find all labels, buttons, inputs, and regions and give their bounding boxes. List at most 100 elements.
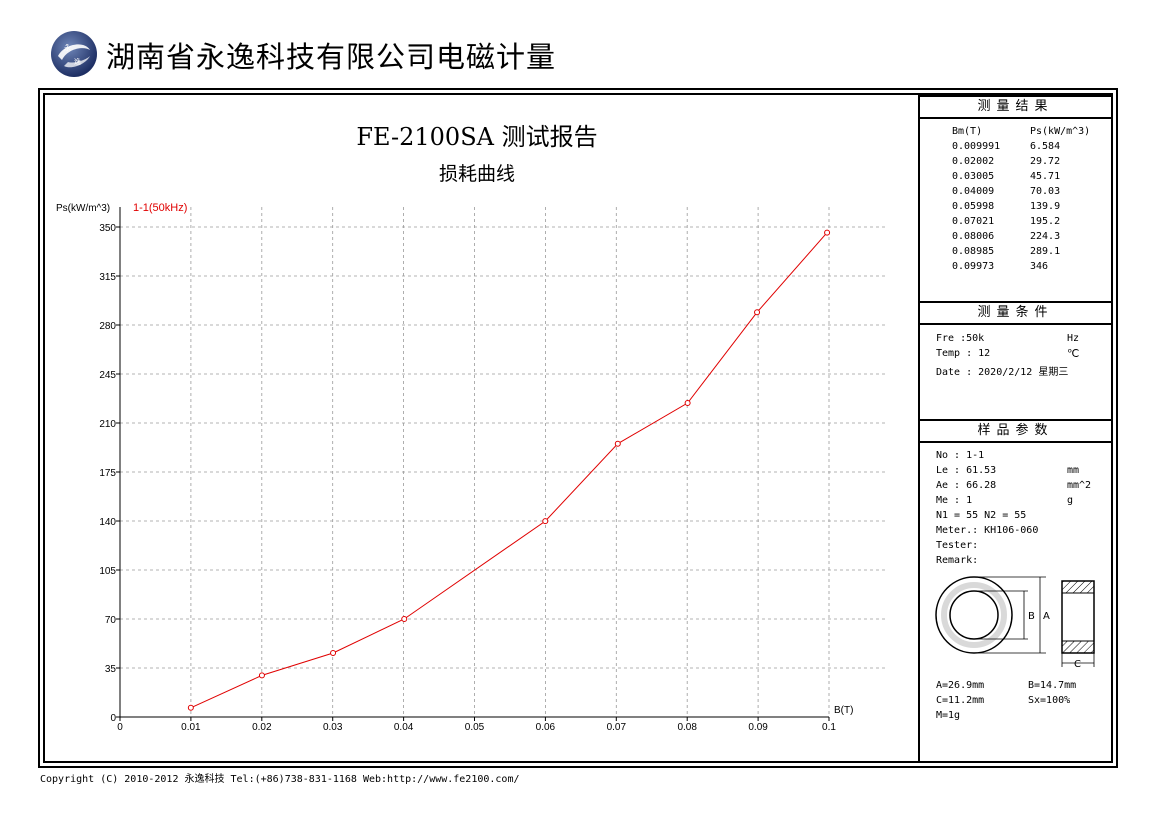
results-b-value: 0.04009 bbox=[952, 186, 995, 197]
data-point bbox=[187, 704, 194, 711]
info-panel: 测量结果 Bm(T) Ps(kW/m^3) 0.009991 6.584 0.020… bbox=[918, 95, 1111, 761]
y-axis-label: Ps(kW/m^3) bbox=[56, 203, 110, 214]
data-point bbox=[684, 399, 691, 406]
results-b-value: 0.009991 bbox=[952, 141, 1001, 152]
chart-subtitle: 损耗曲线 bbox=[439, 163, 515, 185]
results-p-value: 139.9 bbox=[1030, 201, 1061, 212]
dimension-a: A=26.9mm bbox=[936, 680, 985, 691]
results-row: 0.009991 6.584 bbox=[952, 141, 1102, 156]
sample-ae-unit: mm^2 bbox=[1067, 480, 1092, 491]
x-tick-label: 0.07 bbox=[607, 722, 627, 733]
frequency-value: Fre :50k bbox=[936, 333, 985, 344]
y-tick-label: 140 bbox=[99, 517, 116, 528]
y-tick-label: 175 bbox=[99, 468, 116, 479]
x-tick-label: 0.03 bbox=[323, 722, 343, 733]
series-line bbox=[190, 232, 828, 709]
sample-no: No : 1-1 bbox=[936, 450, 985, 461]
sample-tester: Tester: bbox=[936, 540, 979, 551]
results-row: 0.03005 45.71 bbox=[952, 171, 1102, 186]
y-tick-label: 315 bbox=[99, 272, 116, 283]
sample-le: Le : 61.53 bbox=[936, 465, 997, 476]
sample-block: No : 1-1 Le : 61.53 mm Ae : 66.28 mm^2 M… bbox=[920, 443, 1111, 761]
toroid-diagram-icon: B A C bbox=[935, 576, 1095, 670]
sx-value: Sx=100% bbox=[1028, 695, 1071, 706]
footer-copyright: Copyright (C) 2010-2012 永逸科技 Tel:(+86)73… bbox=[40, 774, 520, 785]
sample-me-unit: g bbox=[1067, 495, 1074, 506]
y-tick-label: 245 bbox=[99, 370, 116, 381]
results-b-value: 0.05998 bbox=[952, 201, 995, 212]
globe-logo-icon: 永 逸 bbox=[51, 31, 97, 77]
results-p-value: 346 bbox=[1030, 261, 1049, 272]
x-axis-label: B(T) bbox=[834, 705, 853, 716]
results-col-b: Bm(T) bbox=[952, 126, 983, 137]
diagram-label-b: B bbox=[1028, 611, 1035, 622]
conditions-block: Fre :50k Hz Temp : 12 ℃ Date : 2020/2/12… bbox=[920, 325, 1111, 419]
data-point bbox=[754, 309, 761, 316]
x-tick-label: 0 bbox=[117, 722, 123, 733]
x-tick-label: 0.06 bbox=[536, 722, 556, 733]
data-point bbox=[614, 440, 621, 447]
results-b-value: 0.03005 bbox=[952, 171, 995, 182]
results-row: 0.09973 346 bbox=[952, 261, 1102, 276]
data-point bbox=[258, 672, 265, 679]
diagram-label-c: C bbox=[1074, 659, 1081, 670]
sample-me: Me : 1 bbox=[936, 495, 973, 506]
data-point bbox=[330, 650, 337, 657]
x-tick-label: 0.02 bbox=[252, 722, 272, 733]
results-p-value: 6.584 bbox=[1030, 141, 1061, 152]
svg-text:永: 永 bbox=[64, 43, 71, 52]
results-p-value: 289.1 bbox=[1030, 246, 1061, 257]
temperature-value: Temp : 12 bbox=[936, 348, 991, 359]
y-tick-label: 350 bbox=[99, 223, 116, 234]
legend-series-1: 1-1(50kHz) bbox=[133, 202, 187, 214]
results-row: 0.08985 289.1 bbox=[952, 246, 1102, 261]
results-row: 0.08006 224.3 bbox=[952, 231, 1102, 246]
x-tick-label: 0.05 bbox=[465, 722, 485, 733]
results-b-value: 0.08985 bbox=[952, 246, 995, 257]
company-name: 湖南省永逸科技有限公司电磁计量 bbox=[106, 40, 557, 74]
sample-heading: 样品参数 bbox=[920, 419, 1111, 443]
sample-le-unit: mm bbox=[1067, 465, 1080, 476]
report-frame-inner bbox=[43, 93, 1113, 763]
x-tick-label: 0.09 bbox=[748, 722, 768, 733]
x-tick-label: 0.08 bbox=[677, 722, 697, 733]
results-p-value: 70.03 bbox=[1030, 186, 1061, 197]
dimension-b: B=14.7mm bbox=[1028, 680, 1077, 691]
report-frame-outer bbox=[38, 88, 1118, 768]
y-tick-label: 0 bbox=[110, 713, 116, 724]
results-b-value: 0.02002 bbox=[952, 156, 995, 167]
date-value: Date : 2020/2/12 星期三 bbox=[936, 367, 1069, 378]
y-tick-label: 280 bbox=[99, 321, 116, 332]
x-tick-label: 0.04 bbox=[394, 722, 414, 733]
frequency-unit: Hz bbox=[1067, 333, 1080, 344]
temperature-unit: ℃ bbox=[1067, 347, 1080, 360]
chart-title: FE-2100SA 测试报告 bbox=[356, 123, 597, 151]
conditions-heading: 测量条件 bbox=[920, 301, 1111, 325]
results-p-value: 45.71 bbox=[1030, 171, 1061, 182]
results-col-p: Ps(kW/m^3) bbox=[1030, 126, 1091, 137]
results-row: 0.02002 29.72 bbox=[952, 156, 1102, 171]
diagram-label-a: A bbox=[1043, 611, 1050, 622]
sample-turns: N1 = 55 N2 = 55 bbox=[936, 510, 1027, 521]
data-point bbox=[542, 518, 549, 525]
sample-ae: Ae : 66.28 bbox=[936, 480, 997, 491]
results-p-value: 29.72 bbox=[1030, 156, 1061, 167]
results-heading: 测量结果 bbox=[920, 95, 1111, 119]
loss-curve-chart: FE-2100SA 测试报告 损耗曲线 Ps(kW/m^3) 1-1(50kHz… bbox=[56, 123, 887, 733]
y-tick-label: 35 bbox=[105, 664, 117, 675]
results-row: 0.05998 139.9 bbox=[952, 201, 1102, 216]
results-p-value: 195.2 bbox=[1030, 216, 1061, 227]
svg-text:逸: 逸 bbox=[74, 57, 81, 66]
results-b-value: 0.08006 bbox=[952, 231, 995, 242]
mass-value: M=1g bbox=[936, 710, 961, 721]
results-header-row: Bm(T) Ps(kW/m^3) bbox=[952, 126, 1102, 141]
results-b-value: 0.07021 bbox=[952, 216, 995, 227]
y-tick-label: 70 bbox=[105, 615, 117, 626]
data-point bbox=[824, 229, 831, 236]
results-p-value: 224.3 bbox=[1030, 231, 1061, 242]
results-b-value: 0.09973 bbox=[952, 261, 995, 272]
sample-remark: Remark: bbox=[936, 555, 979, 566]
data-point bbox=[401, 615, 408, 622]
y-tick-label: 105 bbox=[99, 566, 116, 577]
x-tick-label: 0.1 bbox=[822, 722, 836, 733]
